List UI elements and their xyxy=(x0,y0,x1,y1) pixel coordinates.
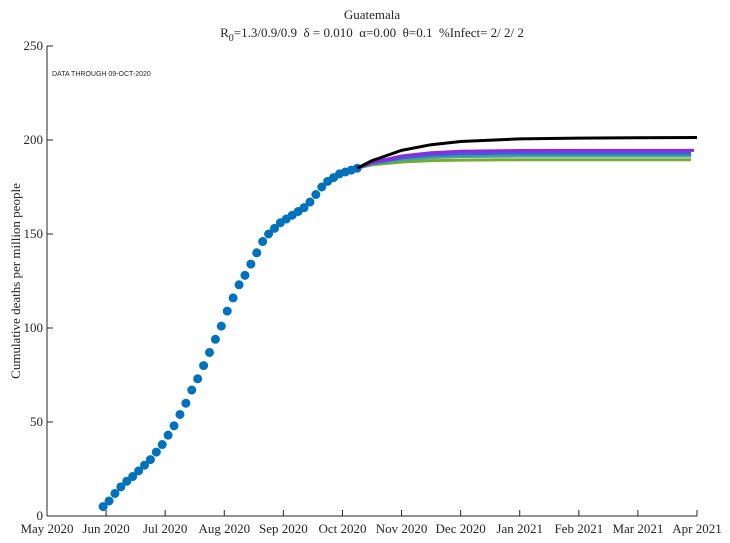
data-point xyxy=(181,398,191,408)
data-point xyxy=(98,502,108,512)
data-point xyxy=(258,237,268,247)
y-tick-label: 150 xyxy=(24,226,44,241)
data-point xyxy=(210,334,220,344)
chart-subtitle: R0=1.3/0.9/0.9 δ = 0.010 α=0.00 θ=0.1 %I… xyxy=(220,25,524,44)
data-point xyxy=(216,321,226,331)
data-point xyxy=(270,223,279,233)
data-point xyxy=(145,455,155,465)
annotation: DATA THROUGH 09-OCT-2020 xyxy=(52,71,151,78)
x-tick-label: Mar 2021 xyxy=(612,521,663,536)
x-tick-label: Aug 2020 xyxy=(198,521,250,536)
data-point xyxy=(175,409,185,419)
x-tick-label: Apr 2021 xyxy=(672,521,721,536)
x-tick-label: Feb 2021 xyxy=(554,521,603,536)
data-point xyxy=(169,421,179,431)
data-point xyxy=(234,280,244,290)
subtitle-base: R xyxy=(220,25,229,40)
y-tick-label: 200 xyxy=(24,132,44,147)
y-axis-label: Cumulative deaths per million people xyxy=(8,183,23,379)
data-point xyxy=(110,488,120,498)
x-tick-label: Jun 2020 xyxy=(82,521,129,536)
y-tick-label: 250 xyxy=(24,38,44,53)
data-point xyxy=(264,229,274,239)
data-point xyxy=(311,190,321,200)
data-point xyxy=(134,466,144,476)
x-tick-label: Sep 2020 xyxy=(259,521,308,536)
projection-line xyxy=(356,136,698,170)
x-tick-label: May 2020 xyxy=(20,521,73,536)
y-tick-label: 0 xyxy=(37,508,44,523)
data-point xyxy=(122,476,132,486)
x-tick-label: Dec 2020 xyxy=(436,521,486,536)
projection-line xyxy=(356,148,695,170)
data-point xyxy=(157,440,167,450)
chart-title: Guatemala xyxy=(344,7,401,22)
x-tick-label: Oct 2020 xyxy=(318,521,366,536)
data-point xyxy=(317,182,327,192)
subtitle-subscript: 0 xyxy=(229,33,234,44)
data-point xyxy=(104,496,114,506)
x-tick-label: Nov 2020 xyxy=(376,521,428,536)
data-point xyxy=(205,347,214,357)
data-point xyxy=(163,430,173,440)
data-point xyxy=(116,482,126,492)
x-tick-label: Jan 2021 xyxy=(496,521,543,536)
data-point xyxy=(199,361,209,371)
data-point xyxy=(299,203,309,213)
data-point xyxy=(252,248,262,258)
y-tick-label: 100 xyxy=(24,320,44,335)
data-point xyxy=(240,270,250,280)
x-tick-label: Jul 2020 xyxy=(143,521,187,536)
y-tick-label: 50 xyxy=(30,414,43,429)
data-point xyxy=(187,385,197,395)
projection-line xyxy=(356,158,692,170)
data-point xyxy=(151,447,161,457)
data-point xyxy=(222,306,232,316)
data-point xyxy=(246,259,256,269)
data-point xyxy=(305,197,315,207)
subtitle-text: =1.3/0.9/0.9 δ = 0.010 α=0.00 θ=0.1 %Inf… xyxy=(234,25,524,40)
data-point xyxy=(193,374,203,384)
data-point xyxy=(128,472,138,482)
data-point xyxy=(228,293,238,303)
data-point xyxy=(140,460,149,470)
